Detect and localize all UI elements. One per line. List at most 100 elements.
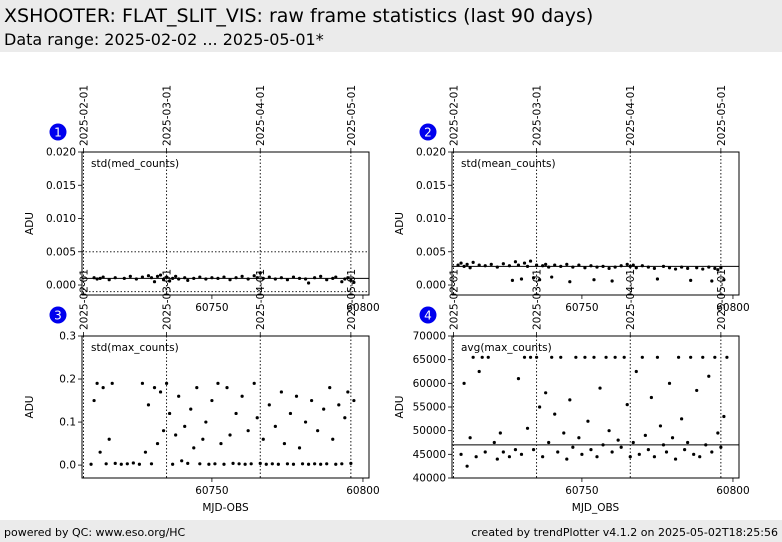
data-point <box>610 279 614 283</box>
data-point <box>131 461 135 465</box>
data-point <box>113 461 117 465</box>
data-point <box>334 462 338 466</box>
date-marker-label: 2025-03-01 <box>162 85 174 146</box>
data-point <box>477 263 481 267</box>
data-point <box>698 455 702 459</box>
data-point <box>725 355 729 359</box>
data-point <box>586 419 590 423</box>
data-point <box>613 265 617 269</box>
data-point <box>664 450 669 454</box>
data-point <box>501 450 505 454</box>
y-tick-label: 0.005 <box>46 246 76 258</box>
data-point <box>210 276 214 280</box>
date-marker-label: 2025-05-01 <box>716 269 728 330</box>
data-point <box>456 263 460 267</box>
data-point <box>306 462 311 466</box>
data-point <box>174 274 178 278</box>
y-tick-label: 65000 <box>413 354 446 366</box>
data-point <box>553 412 557 416</box>
y-tick-label: 70000 <box>413 331 446 343</box>
data-point <box>501 262 505 266</box>
data-point <box>655 277 660 281</box>
data-point <box>140 381 145 385</box>
x-tick-label: 60750 <box>195 302 228 314</box>
data-point <box>92 398 96 403</box>
date-marker-label: 2025-02-01 <box>79 269 91 330</box>
x-tick-label: 60750 <box>565 485 598 497</box>
data-point <box>640 264 644 268</box>
data-point <box>161 278 166 282</box>
data-point <box>722 278 726 282</box>
data-point <box>550 275 554 279</box>
data-point <box>556 450 560 454</box>
plot-inset-title: std(max_counts) <box>91 342 179 354</box>
data-point <box>547 265 551 269</box>
data-point <box>680 265 684 269</box>
data-point <box>158 390 163 394</box>
data-point <box>164 381 169 385</box>
data-point <box>149 276 154 280</box>
data-point <box>719 266 723 270</box>
data-point <box>513 448 518 452</box>
date-marker-label: 2025-03-01 <box>532 269 544 330</box>
data-point <box>522 261 527 265</box>
date-marker-label: 2025-04-01 <box>255 85 267 146</box>
data-point <box>346 390 350 394</box>
x-tick-label: 60750 <box>565 302 598 314</box>
plot-number-badge <box>49 123 67 141</box>
data-point <box>577 263 581 267</box>
data-point <box>92 276 96 280</box>
data-point <box>300 462 305 466</box>
y-tick-label: 0.000 <box>46 280 76 292</box>
data-point <box>146 274 151 278</box>
data-point <box>601 443 605 447</box>
data-point <box>261 276 265 280</box>
data-point <box>104 462 108 466</box>
data-point <box>634 369 638 374</box>
data-point <box>483 450 487 454</box>
data-point <box>149 462 154 466</box>
data-point <box>288 411 293 416</box>
data-point <box>716 268 720 272</box>
x-tick-label: 60800 <box>346 485 379 497</box>
data-point <box>616 438 620 442</box>
data-point <box>652 455 657 459</box>
y-tick-label: 0.015 <box>416 180 446 192</box>
date-marker-label: 2025-04-01 <box>625 269 637 330</box>
data-point <box>634 266 638 270</box>
plot-number-badge <box>49 306 67 324</box>
y-tick-label: 40000 <box>413 473 446 485</box>
data-point <box>707 374 711 378</box>
y-axis-label: ADU <box>394 212 406 235</box>
data-point <box>337 403 341 407</box>
data-point <box>689 278 693 282</box>
data-point <box>261 437 265 441</box>
data-point <box>583 266 587 270</box>
date-marker-label: 2025-02-01 <box>449 269 461 330</box>
x-tick-label: 60800 <box>716 485 749 497</box>
y-tick-label: 0.000 <box>416 280 446 292</box>
data-point <box>652 266 657 270</box>
data-point <box>216 381 220 385</box>
data-point <box>658 424 663 428</box>
data-point <box>207 462 211 466</box>
data-point <box>101 386 105 390</box>
date-marker-label: 2025-04-01 <box>255 269 267 330</box>
data-point <box>152 386 157 390</box>
data-point <box>204 420 208 424</box>
data-point <box>168 279 172 283</box>
data-point <box>349 461 353 465</box>
data-point <box>607 266 611 270</box>
data-point <box>322 407 326 411</box>
data-point <box>128 274 132 278</box>
data-point <box>604 355 608 359</box>
plot-inset-title: std(mean_counts) <box>461 158 556 170</box>
data-point <box>462 381 466 385</box>
data-point <box>701 267 705 271</box>
data-point <box>471 260 475 265</box>
data-point <box>689 355 693 359</box>
data-point <box>319 462 323 466</box>
data-point <box>571 445 575 449</box>
data-point <box>267 275 271 279</box>
y-axis-label: ADU <box>24 212 36 235</box>
